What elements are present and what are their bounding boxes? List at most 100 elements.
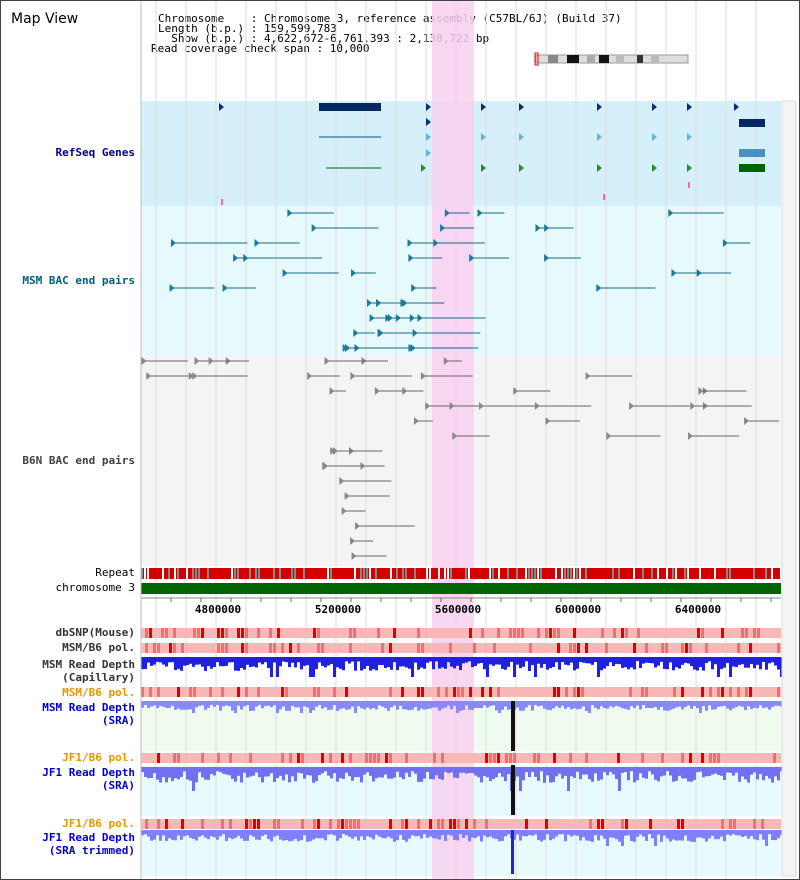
depth-bar-jf1-trim <box>246 830 249 841</box>
gene-arrow <box>481 164 486 172</box>
repeat-stripe <box>360 568 362 579</box>
depth-bar-jf1-trim <box>348 830 351 837</box>
depth-bar-jf1-sra <box>405 767 408 773</box>
depth-bar-capillary <box>561 657 564 663</box>
depth-bar-capillary <box>771 657 774 663</box>
depth-bar-jf1-trim <box>201 830 204 836</box>
depth-bar-msm-sra <box>213 701 216 707</box>
depth-bar-jf1-sra <box>633 767 636 783</box>
refseq-label[interactable]: RefSeq Genes <box>55 146 135 159</box>
depth-bar-jf1-sra <box>243 767 246 773</box>
depth-bar-jf1-trim <box>336 830 339 841</box>
depth-bar-jf1-trim <box>243 830 246 841</box>
depth-bar-capillary <box>741 657 744 665</box>
depth-bar-msm-sra <box>357 701 360 707</box>
jf1-depth-sra-label-1[interactable]: JF1 Read Depth <box>42 766 135 779</box>
depth-bar-jf1-trim <box>585 830 588 841</box>
jf1-b6-pol-label-1[interactable]: JF1/B6 pol. <box>62 751 135 764</box>
depth-bar-jf1-sra <box>774 767 777 777</box>
depth-bar-jf1-trim <box>291 830 294 841</box>
pol-stripe <box>241 628 244 638</box>
depth-bar-jf1-trim <box>327 830 330 835</box>
depth-bar-capillary <box>498 657 501 665</box>
depth-bar-jf1-trim <box>561 830 564 835</box>
repeat-stripe <box>294 568 296 579</box>
pol-stripe <box>777 687 780 697</box>
msm-bac-label[interactable]: MSM BAC end pairs <box>22 274 135 287</box>
repeat-stripe <box>492 568 494 579</box>
depth-bar-msm-sra <box>636 701 639 706</box>
depth-bar-capillary <box>747 657 750 668</box>
depth-bar-msm-sra <box>312 701 315 711</box>
bac-end <box>477 209 483 217</box>
depth-bar-jf1-trim <box>657 830 660 835</box>
depth-bar-msm-sra <box>489 701 492 707</box>
pol-track <box>141 819 781 829</box>
pol-stripe <box>573 643 576 653</box>
pol-stripe <box>709 753 712 763</box>
depth-bar-msm-sra <box>330 701 333 710</box>
msm-b6-pol-label[interactable]: MSM/B6 pol. <box>62 641 135 654</box>
depth-bar-msm-sra <box>624 701 627 709</box>
bac-end <box>333 447 339 455</box>
depth-bar-jf1-sra <box>717 767 720 776</box>
depth-bar-jf1-sra <box>762 767 765 781</box>
depth-bar-capillary <box>654 657 657 668</box>
repeat-stripe <box>144 568 146 579</box>
depth-bar-jf1-trim <box>735 830 738 836</box>
depth-bar-msm-sra <box>726 701 729 709</box>
depth-bar-capillary <box>336 657 339 668</box>
pol-stripe <box>685 643 688 653</box>
pol-stripe <box>549 628 552 638</box>
depth-bar-jf1-sra <box>333 767 336 774</box>
depth-bar-capillary <box>684 657 687 663</box>
pol-stripe <box>345 687 348 697</box>
msm-b6-pol-sra-label[interactable]: MSM/B6 pol. <box>62 686 135 699</box>
depth-bar-jf1-trim <box>375 830 378 835</box>
depth-bar-jf1-sra <box>669 767 672 776</box>
depth-bar-msm-sra <box>534 701 537 706</box>
depth-bar-jf1-trim <box>753 830 756 840</box>
depth-bar-msm-sra <box>564 701 567 709</box>
depth-bar-jf1-trim <box>633 830 636 842</box>
repeat-stripe <box>498 568 500 579</box>
depth-bar-jf1-sra <box>273 767 276 782</box>
depth-bar-capillary <box>225 657 228 666</box>
depth-bar-jf1-trim <box>606 830 609 846</box>
gene-arrow <box>426 118 431 126</box>
vertical-scrollbar[interactable] <box>781 100 797 877</box>
pol-stripe <box>645 643 648 653</box>
depth-bar-jf1-trim <box>351 830 354 839</box>
pol-stripe <box>677 819 680 829</box>
pol-stripe <box>649 819 652 829</box>
pol-stripe <box>553 753 556 763</box>
jf1-b6-pol-label-2[interactable]: JF1/B6 pol. <box>62 817 135 830</box>
chromosome-ideogram[interactable] <box>534 52 689 66</box>
pol-stripe <box>341 753 344 763</box>
depth-bar-jf1-sra <box>369 767 372 776</box>
depth-bar-capillary <box>774 657 777 666</box>
depth-bar-msm-sra <box>579 701 582 709</box>
msm-depth-sra-label-1[interactable]: MSM Read Depth <box>42 701 135 714</box>
depth-bar-jf1-trim <box>174 830 177 841</box>
depth-bar-jf1-trim <box>261 830 264 836</box>
repeat-stripe <box>561 568 563 579</box>
jf1-depth-trim-label-1[interactable]: JF1 Read Depth <box>42 831 135 844</box>
msm-depth-cap-label-1[interactable]: MSM Read Depth <box>42 658 135 671</box>
highlight-region <box>431 1 474 879</box>
repeat-stripe <box>765 568 767 579</box>
depth-bar-msm-sra <box>606 701 609 709</box>
repeat-stripe <box>231 568 233 579</box>
depth-bar-jf1-sra <box>558 767 561 774</box>
depth-bar-jf1-trim <box>558 830 561 835</box>
depth-bar-jf1-trim <box>765 830 768 846</box>
repeat-stripe <box>699 568 701 579</box>
pol-stripe <box>673 687 676 697</box>
repeat-stripe <box>468 568 470 579</box>
depth-bar-jf1-trim <box>642 830 645 837</box>
b6n-bac-label[interactable]: B6N BAC end pairs <box>22 454 135 467</box>
bac-end <box>254 239 260 247</box>
depth-bar-jf1-sra <box>195 767 198 783</box>
dbsnp-label[interactable]: dbSNP(Mouse) <box>55 626 135 639</box>
